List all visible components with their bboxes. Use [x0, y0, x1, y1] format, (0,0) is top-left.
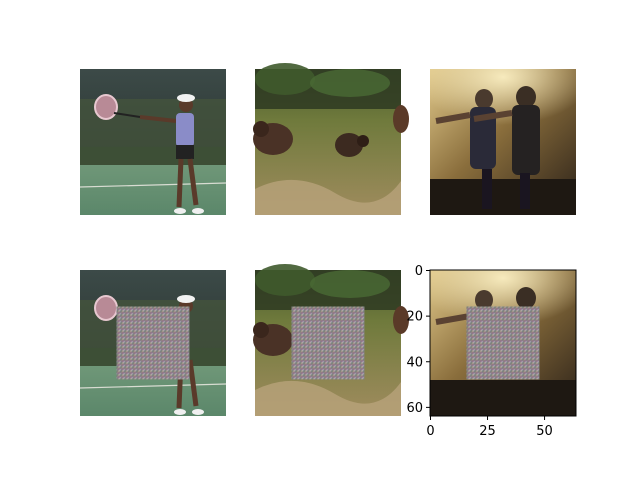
- panel-room-patched: 0 25 50 0 20 40 60: [406, 264, 577, 439]
- x-tick-label: 0: [426, 424, 434, 439]
- adversarial-patch: [116, 306, 190, 380]
- panel-tennis-patched: [79, 270, 227, 416]
- room-scene: [430, 69, 576, 215]
- panel-bears-patched: [253, 264, 409, 416]
- y-tick-label: 40: [406, 355, 423, 370]
- axes-frame: [429, 269, 577, 417]
- tennis-scene: [79, 69, 227, 215]
- panel-tennis-original: [79, 69, 227, 215]
- panel-bears-original: [253, 63, 409, 215]
- y-tick-label: 60: [406, 401, 423, 416]
- adversarial-patch: [291, 306, 365, 380]
- x-tick-label: 50: [536, 424, 553, 439]
- adversarial-patch: [466, 306, 540, 380]
- bears-scene: [253, 63, 409, 215]
- y-tick-label: 20: [406, 310, 423, 325]
- y-tick-label: 0: [415, 264, 423, 279]
- axis-ticks: 0 25 50 0 20 40 60: [406, 264, 552, 439]
- x-tick-label: 25: [479, 424, 496, 439]
- panel-room-original: [430, 69, 576, 215]
